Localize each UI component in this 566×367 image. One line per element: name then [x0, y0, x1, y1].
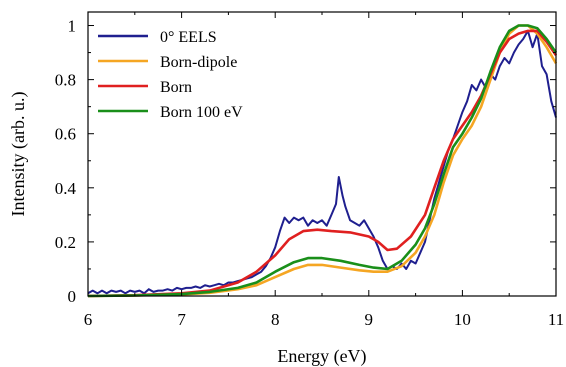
- y-tick-label: 0.2: [55, 233, 76, 252]
- y-tick-label: 1: [68, 17, 77, 36]
- y-tick-label: 0.6: [55, 125, 76, 144]
- legend-label: Born: [160, 79, 192, 96]
- x-tick-label: 6: [84, 310, 93, 329]
- x-axis: 6 7 8 9 10 11: [84, 12, 564, 329]
- y-tick-label: 0: [68, 287, 77, 306]
- series-line: [87, 24, 558, 298]
- legend: 0° EELS Born-dipole Born Born 100 eV: [98, 29, 243, 121]
- series-line: [87, 29, 558, 298]
- x-tick-label: 9: [365, 310, 374, 329]
- x-tick-label: 7: [177, 310, 186, 329]
- legend-label: 0° EELS: [160, 29, 217, 46]
- y-axis-title: Intensity (arb. u.): [8, 92, 29, 217]
- x-axis-title: Energy (eV): [277, 346, 366, 367]
- legend-label: Born 100 eV: [160, 104, 243, 121]
- y-axis: 0 0.2 0.4 0.6 0.8 1: [55, 17, 556, 306]
- plot-frame: [87, 11, 557, 297]
- y-tick-label: 0.4: [55, 179, 77, 198]
- x-tick-label: 8: [271, 310, 280, 329]
- series-line: [87, 29, 557, 295]
- plot-lines: [87, 24, 558, 298]
- series-line: [87, 24, 558, 298]
- y-tick-label: 0.8: [55, 71, 76, 90]
- x-tick-label: 11: [548, 310, 564, 329]
- x-tick-label: 10: [454, 310, 471, 329]
- legend-label: Born-dipole: [160, 54, 237, 71]
